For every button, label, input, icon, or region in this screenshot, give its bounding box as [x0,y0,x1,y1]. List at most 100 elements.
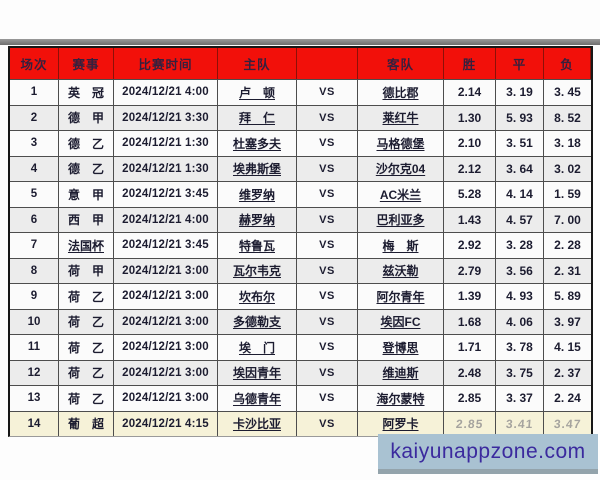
cell-home-text: 杜塞多夫 [232,136,281,151]
cell-lose: 3.47 [544,412,591,437]
cell-vs: VS [297,309,358,334]
cell-time: 2024/12/21 3:00 [114,335,218,360]
cell-time-text: 2024/12/21 3:00 [122,290,209,303]
cell-time: 2024/12/21 3:00 [114,284,218,309]
cell-away-text: 兹沃勒 [382,264,419,279]
cell-time-text: 2024/12/21 3:45 [122,188,209,201]
cell-away: 维迪斯 [358,360,444,385]
cell-draw-text: 4. 06 [506,314,533,329]
cell-away-text: 德比郡 [382,85,419,100]
cell-no-text: 10 [27,315,41,328]
cell-no-text: 14 [27,417,41,430]
cell-draw: 4. 57 [496,207,544,232]
cell-win: 2.79 [444,258,496,283]
cell-time: 2024/12/21 3:45 [114,182,218,207]
cell-home-text: 卢 顿 [238,85,275,100]
cell-vs: VS [297,284,358,309]
table-row: 2 德 甲 2024/12/21 3:30 拜 仁 VS 莱红牛 1.30 5. 93 8. 5… [10,104,591,131]
cell-time-text: 2024/12/21 4:00 [122,86,209,99]
cell-no: 11 [10,335,59,360]
cell-away: 马格德堡 [358,131,444,156]
cell-time: 2024/12/21 1:30 [114,131,218,156]
cell-draw: 5. 93 [496,105,544,130]
cell-time-text: 2024/12/21 4:00 [122,213,209,226]
cell-draw: 3. 78 [496,335,544,360]
cell-league: 德 甲 [59,105,114,130]
cell-time-text: 2024/12/21 3:30 [122,111,209,124]
cell-league: 意 甲 [59,182,114,207]
cell-lose: 2. 28 [544,233,591,258]
cell-win: 2.14 [444,80,496,105]
cell-draw-text: 3. 56 [506,263,533,278]
cell-win-text: 1.68 [457,314,482,329]
cell-vs: VS [297,360,358,385]
cell-lose: 7. 00 [544,208,591,233]
cell-away: 阿尔青年 [358,284,444,309]
cell-home: 维罗纳 [218,182,297,207]
cell-league-text: 葡 超 [67,417,104,432]
table-row: 7 法国杯 2024/12/21 3:45 特鲁瓦 VS 梅 斯 2.92 3. 28 2. 2… [10,232,591,258]
cell-vs: VS [297,182,358,207]
cell-lose: 3. 18 [544,131,591,156]
table-row: 9 荷 乙 2024/12/21 3:00 坎布尔 VS 阿尔青年 1.39 4. 93 5. … [10,283,591,309]
cell-vs: VS [297,131,358,156]
cell-lose-text: 4. 15 [554,340,581,355]
cell-win: 1.68 [444,309,496,334]
cell-no-text: 12 [27,366,41,379]
cell-time: 2024/12/21 3:00 [114,386,218,411]
cell-lose-text: 3. 18 [554,136,581,151]
cell-draw: 3. 19 [496,80,544,105]
watermark-text: kaiyunappzone.com [390,439,586,463]
cell-no-text: 8 [30,264,38,277]
cell-time: 2024/12/21 3:45 [114,233,218,258]
cell-lose-text: 2. 24 [554,391,581,406]
cell-vs: VS [297,335,358,360]
table-header-row: 场次 赛事 比赛时间 主队 客队 胜 平 负 [10,48,591,79]
cell-away: 埃因FC [358,309,444,334]
cell-home-text: 多德勒支 [232,315,281,330]
cell-time-text: 2024/12/21 3:00 [122,366,209,379]
cell-draw-text: 3. 51 [506,136,533,151]
cell-draw-text: 4. 93 [506,289,533,304]
header-lose-odds: 负 [544,48,591,79]
cell-no: 14 [10,411,59,436]
cell-no: 1 [10,80,59,105]
table-row: 5 意 甲 2024/12/21 3:45 维罗纳 VS AC米兰 5.28 4. 14 1. … [10,181,591,207]
cell-draw-text: 3. 37 [506,391,533,406]
cell-no: 8 [10,258,59,283]
cell-time-text: 2024/12/21 4:15 [122,417,209,430]
cell-vs: VS [297,258,358,283]
cell-home-text: 坎布尔 [238,289,275,304]
odds-table: 场次 赛事 比赛时间 主队 客队 胜 平 负 1 英 冠 2024/12/21 4:… [8,46,593,437]
cell-away-text: 莱红牛 [382,111,419,126]
cell-lose-text: 3.47 [553,416,582,431]
cell-win: 1.30 [444,105,496,130]
header-home-team: 主队 [218,48,297,79]
cell-win-text: 2.85 [455,416,484,431]
cell-lose: 8. 52 [544,106,591,131]
cell-league-text: 荷 乙 [67,315,104,330]
table-row: 13 荷 乙 2024/12/21 3:00 乌德青年 VS 海尔蒙特 2.85 3. 37 2… [10,385,591,411]
cell-no-text: 5 [30,188,38,201]
cell-away-text: 登博思 [382,340,419,355]
cell-away: 莱红牛 [358,105,444,130]
cell-vs-text: VS [319,341,335,354]
cell-home-text: 埃弗斯堡 [232,162,281,177]
cell-home-text: 拜 仁 [238,111,275,126]
cell-win-text: 1.30 [457,110,482,125]
cell-league: 英 冠 [59,80,114,105]
cell-no-text: 1 [30,86,38,99]
cell-win: 2.85 [444,411,496,436]
cell-home: 坎布尔 [218,284,297,309]
header-away-team: 客队 [358,48,444,79]
header-win-odds: 胜 [444,48,496,79]
cell-vs: VS [297,156,358,181]
cell-win: 2.48 [444,360,496,385]
cell-league-text: 西 甲 [67,213,104,228]
cell-league: 荷 乙 [59,335,114,360]
cell-lose: 3. 97 [544,310,591,335]
cell-home-text: 瓦尔韦克 [232,264,281,279]
cell-lose-text: 3. 45 [554,85,581,100]
cell-away-text: 马格德堡 [376,136,425,151]
cell-league: 法国杯 [59,233,114,258]
